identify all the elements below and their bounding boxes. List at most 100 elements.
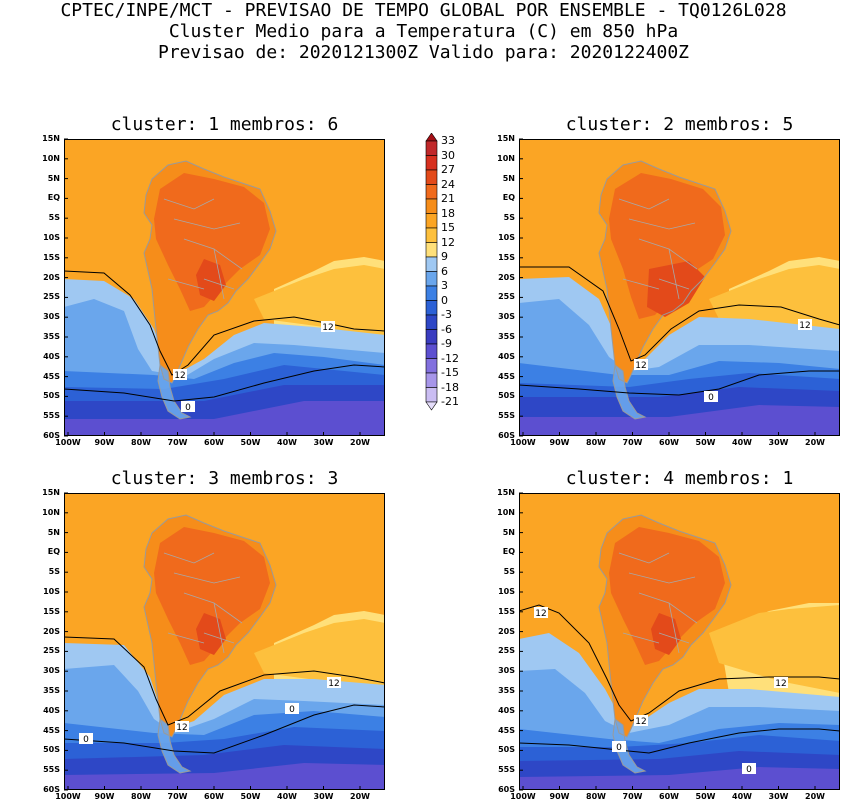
lon-tick-label: 20W: [350, 438, 370, 447]
colorbar-max-arrow: [425, 132, 438, 142]
lon-tick-label: 60W: [204, 438, 224, 447]
lon-tick-label: 70W: [167, 792, 188, 801]
lat-tick-label: 10S: [498, 587, 515, 596]
lat-tick-label: 5N: [47, 527, 60, 537]
lon-tick-label: 70W: [167, 438, 188, 447]
lat-tick-label: 45S: [43, 371, 60, 381]
panel-2-title: cluster: 2 membros: 5: [565, 114, 794, 135]
lat-tick-label: 20S: [498, 626, 515, 636]
lat-tick-label: 5N: [47, 173, 60, 183]
lon-tick-label: 80W: [131, 792, 151, 801]
contour-label-bg: [173, 369, 187, 380]
contour-label: 12: [535, 609, 546, 619]
lon-tick-label: 60W: [659, 438, 679, 447]
lat-tick-label: EQ: [47, 547, 60, 557]
contour-label: 12: [328, 679, 339, 689]
lat-tick-label: 30S: [43, 312, 60, 322]
lat-tick-label: 50S: [498, 745, 515, 755]
contour-label-bg: [612, 741, 626, 752]
lat-tick-label: 10S: [43, 587, 60, 596]
contour-label: 12: [635, 717, 646, 727]
colorbar-tick-label: -12: [441, 351, 459, 365]
lat-tick-label: EQ: [502, 193, 515, 203]
colorbar-tick-label: 3: [441, 279, 448, 292]
map-frame: [64, 139, 385, 436]
lat-tick-label: 15S: [43, 606, 60, 616]
lat-tick-label: 50S: [498, 391, 515, 401]
lat-tick-label: 15N: [42, 134, 60, 143]
colorbar-min-arrow: [425, 401, 438, 411]
colorbar-swatch: [425, 271, 438, 287]
colorbar-swatch: [425, 387, 438, 403]
lon-tick-label: 30W: [313, 438, 334, 447]
lat-tick-label: 45S: [43, 725, 60, 735]
lat-tick-label: 60S: [43, 785, 60, 794]
lon-tick-label: 100W: [55, 438, 81, 447]
lat-tick-label: 5N: [502, 173, 515, 183]
subtitle-variable: Cluster Medio para a Temperatura (C) em …: [168, 21, 679, 42]
subtitle-dates: Previsao de: 2020121300Z Valido para: 20…: [157, 42, 689, 63]
lat-tick-label: 60S: [498, 431, 515, 440]
lat-tick-label: 35S: [498, 332, 515, 341]
lat-tick-label: 35S: [43, 686, 60, 695]
contour-label-bg: [175, 721, 189, 732]
colorbar-swatch: [425, 285, 438, 301]
lon-tick-label: 100W: [510, 438, 536, 447]
lon-tick-label: 90W: [94, 792, 115, 801]
lat-tick-label: 40S: [498, 351, 515, 361]
lat-tick-label: 15N: [497, 488, 515, 497]
lat-tick-label: 5S: [503, 567, 515, 577]
colorbar-tick-label: 30: [441, 148, 455, 162]
colorbar-tick-label: -6: [441, 322, 452, 336]
lat-tick-label: 35S: [43, 332, 60, 341]
contour-label-bg: [742, 763, 756, 774]
lat-tick-label: EQ: [47, 193, 60, 203]
lat-tick-label: 10N: [42, 507, 60, 517]
contour-label-bg: [327, 677, 341, 688]
lon-tick-label: 70W: [622, 438, 643, 447]
colorbar-swatch: [425, 198, 438, 214]
lat-tick-label: 40S: [498, 705, 515, 715]
contour-label-bg: [79, 733, 93, 744]
lon-tick-label: 50W: [240, 792, 261, 801]
contour-label: 12: [635, 361, 646, 371]
lat-tick-label: 55S: [43, 411, 60, 421]
panel-1-title: cluster: 1 membros: 6: [110, 114, 339, 135]
colorbar-swatch: [425, 227, 438, 243]
lon-tick-label: 30W: [768, 438, 789, 447]
colorbar-swatch: [425, 372, 438, 388]
lat-tick-label: 25S: [498, 646, 515, 656]
lon-tick-label: 90W: [549, 792, 570, 801]
colorbar-tick-label: -15: [441, 366, 459, 379]
colorbar-tick-label: 33: [441, 134, 455, 147]
temperature-map: 12 12 0: [64, 138, 385, 437]
colorbar-swatch: [425, 343, 438, 359]
colorbar-tick-label: 15: [441, 221, 455, 234]
map-frame: [64, 493, 385, 790]
map-frame: [519, 493, 840, 790]
lat-tick-label: 40S: [43, 705, 60, 715]
colorbar-swatch: [425, 300, 438, 316]
colorbar-swatch: [425, 358, 438, 374]
lat-tick-label: 55S: [498, 411, 515, 421]
lat-tick-label: 15N: [497, 134, 515, 143]
lon-tick-label: 50W: [240, 438, 261, 447]
colorbar-swatch: [425, 184, 438, 200]
colorbar-tick-label: -3: [441, 308, 452, 321]
lat-tick-label: 40S: [43, 351, 60, 361]
lon-tick-label: 50W: [695, 438, 716, 447]
lon-tick-label: 40W: [277, 792, 297, 801]
contour-label: 12: [799, 321, 810, 331]
map-frame: [519, 139, 840, 436]
contour-label: 0: [708, 393, 714, 403]
colorbar-tick-label: -21: [441, 395, 459, 408]
lat-tick-label: 25S: [498, 292, 515, 302]
lat-tick-label: 15S: [498, 252, 515, 262]
lat-tick-label: 10S: [43, 233, 60, 242]
lon-tick-label: 90W: [549, 438, 570, 447]
lon-tick-label: 30W: [768, 792, 789, 801]
colorbar-tick-label: 9: [441, 250, 448, 263]
lon-tick-label: 40W: [277, 438, 297, 447]
lon-tick-label: 40W: [732, 438, 752, 447]
lat-tick-label: 15S: [498, 606, 515, 616]
